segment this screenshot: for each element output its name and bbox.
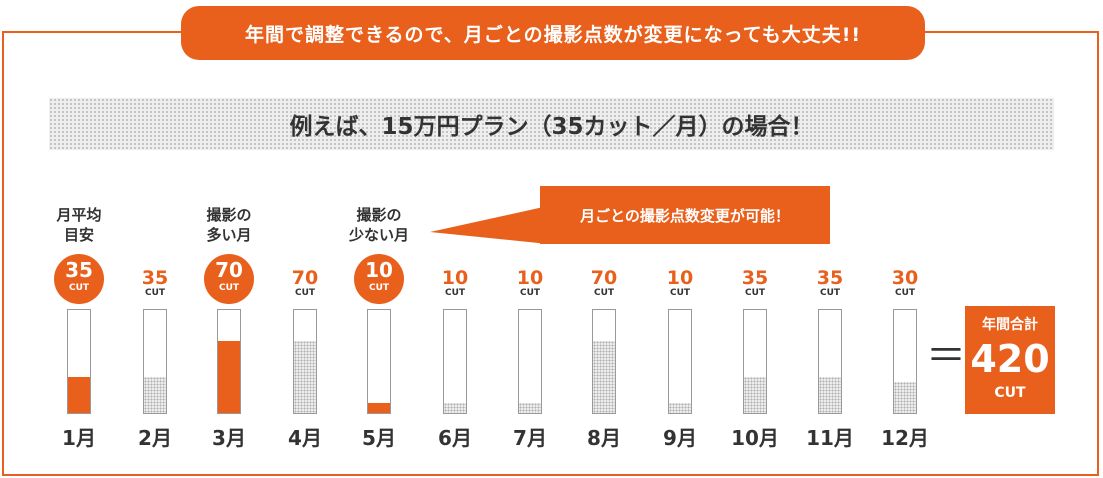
value-unit: CUT <box>368 283 390 293</box>
value-number: 10 <box>365 258 393 282</box>
value-label: 10 CUT <box>655 268 705 299</box>
value-label: 35 CUT <box>54 254 104 304</box>
month-label: 12月 <box>881 426 929 450</box>
month-label: 11月 <box>806 426 854 450</box>
bar-frame <box>443 309 467 414</box>
bar <box>894 382 916 413</box>
bar-frame <box>518 309 542 414</box>
bar <box>669 403 691 413</box>
equals-sign: ＝ <box>926 333 966 379</box>
value-number: 70 <box>291 267 319 289</box>
value-unit: CUT <box>744 288 766 298</box>
annual-total-unit: CUT <box>994 385 1026 401</box>
value-number: 35 <box>65 258 93 282</box>
month-label: 1月 <box>62 426 96 450</box>
month-label: 10月 <box>731 426 779 450</box>
bar-frame <box>592 309 616 414</box>
value-unit: CUT <box>144 288 166 298</box>
annual-total-value: 420 <box>970 337 1050 381</box>
value-number: 35 <box>816 267 844 289</box>
bar <box>144 377 166 413</box>
value-unit: CUT <box>819 288 841 298</box>
month-label: 8月 <box>587 426 621 450</box>
month-label: 9月 <box>663 426 697 450</box>
month-annotation: 月平均 目安 <box>56 206 102 244</box>
value-unit: CUT <box>68 283 90 293</box>
value-number: 10 <box>516 267 544 289</box>
annual-total-label: 年間合計 <box>982 317 1038 333</box>
value-number: 10 <box>666 267 694 289</box>
bar-frame <box>293 309 317 414</box>
month-label: 5月 <box>362 426 396 450</box>
value-label: 70 CUT <box>204 254 254 304</box>
value-label: 30 CUT <box>880 268 930 299</box>
bar <box>68 377 90 413</box>
bar-frame <box>217 309 241 414</box>
value-unit: CUT <box>894 288 916 298</box>
bar <box>819 377 841 413</box>
bar-frame <box>143 309 167 414</box>
bar <box>744 377 766 413</box>
month-annotation: 撮影の 多い月 <box>206 206 252 244</box>
value-label: 10 CUT <box>505 268 555 299</box>
month-label: 3月 <box>212 426 246 450</box>
bar-frame <box>743 309 767 414</box>
annual-total-box: 年間合計 420 CUT <box>965 306 1055 414</box>
value-unit: CUT <box>218 283 240 293</box>
value-number: 35 <box>141 267 169 289</box>
bar-frame <box>818 309 842 414</box>
value-number: 30 <box>891 267 919 289</box>
value-number: 35 <box>741 267 769 289</box>
plan-subtitle: 例えば、15万円プラン（35カット／月）の場合！ <box>49 98 1054 150</box>
value-unit: CUT <box>444 288 466 298</box>
bar <box>593 341 615 413</box>
value-label: 70 CUT <box>280 268 330 299</box>
value-number: 70 <box>590 267 618 289</box>
value-label: 35 CUT <box>730 268 780 299</box>
value-label: 10 CUT <box>354 254 404 304</box>
bar-frame <box>67 309 91 414</box>
bar <box>444 403 466 413</box>
month-label: 2月 <box>138 426 172 450</box>
month-annotation: 撮影の 少ない月 <box>348 206 409 244</box>
value-unit: CUT <box>669 288 691 298</box>
value-label: 70 CUT <box>579 268 629 299</box>
headline-banner: 年間で調整できるので、月ごとの撮影点数が変更になっても大丈夫!! <box>181 6 925 60</box>
bar-frame <box>893 309 917 414</box>
bar <box>294 341 316 413</box>
month-label: 4月 <box>288 426 322 450</box>
month-label: 6月 <box>438 426 472 450</box>
bar-frame <box>668 309 692 414</box>
value-unit: CUT <box>593 288 615 298</box>
value-label: 35 CUT <box>805 268 855 299</box>
bar-frame <box>367 309 391 414</box>
value-unit: CUT <box>294 288 316 298</box>
callout-box: 月ごとの撮影点数変更が可能！ <box>540 186 830 244</box>
bar <box>218 341 240 413</box>
bar <box>519 403 541 413</box>
value-label: 35 CUT <box>130 268 180 299</box>
value-unit: CUT <box>519 288 541 298</box>
value-number: 10 <box>441 267 469 289</box>
month-label: 7月 <box>513 426 547 450</box>
value-number: 70 <box>215 258 243 282</box>
value-label: 10 CUT <box>430 268 480 299</box>
bar <box>368 403 390 413</box>
